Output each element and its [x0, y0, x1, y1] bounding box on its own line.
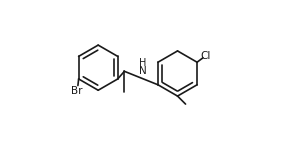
Text: Br: Br	[71, 86, 82, 96]
Text: N: N	[139, 66, 147, 76]
Text: Cl: Cl	[200, 51, 210, 61]
Text: H: H	[139, 59, 146, 69]
